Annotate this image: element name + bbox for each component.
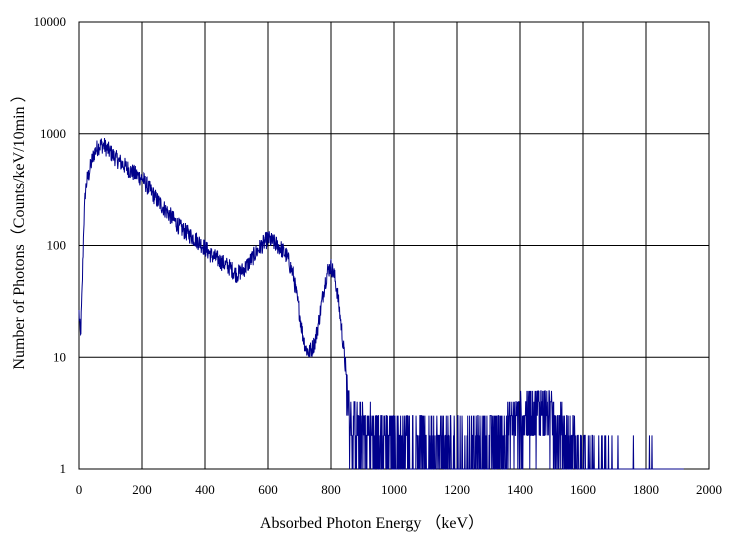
x-tick-label: 400 xyxy=(195,482,215,497)
x-tick-label: 1200 xyxy=(444,482,470,497)
y-axis-label: Number of Photons（Counts/keV/10min ） xyxy=(10,86,28,369)
grid-lines xyxy=(78,21,710,470)
x-tick-label: 1600 xyxy=(570,482,596,497)
y-tick-labels: 1 10 100 1000 10000 xyxy=(34,14,67,476)
y-tick-label: 100 xyxy=(47,238,67,253)
x-tick-label: 1000 xyxy=(381,482,407,497)
x-tick-label: 200 xyxy=(132,482,152,497)
series-line xyxy=(78,138,684,470)
y-tick-label: 10000 xyxy=(34,14,67,29)
x-tick-labels: 0 200 400 600 800 1000 1200 1400 1600 1800 2000 xyxy=(76,482,722,497)
y-tick-label: 1 xyxy=(60,461,67,476)
x-tick-label: 2000 xyxy=(696,482,722,497)
x-tick-label: 1800 xyxy=(633,482,659,497)
x-tick-label: 0 xyxy=(76,482,83,497)
y-tick-label: 1000 xyxy=(40,126,66,141)
x-tick-label: 800 xyxy=(321,482,341,497)
x-axis-label: Absorbed Photon Energy （keV） xyxy=(260,514,484,532)
x-tick-label: 1400 xyxy=(507,482,533,497)
x-tick-label: 600 xyxy=(258,482,278,497)
series-group xyxy=(78,138,684,470)
y-tick-label: 10 xyxy=(53,349,66,364)
